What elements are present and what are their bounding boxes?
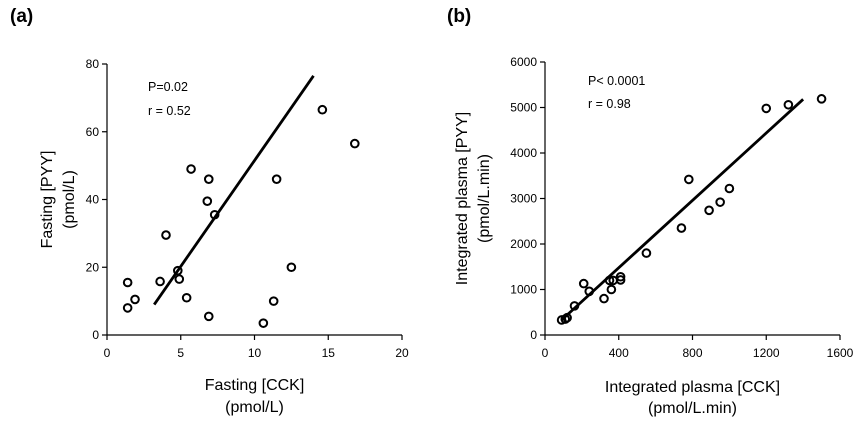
panel-b-data-point <box>599 293 609 304</box>
panel-a-data-point <box>186 164 196 174</box>
panel-b-data-point <box>724 183 735 194</box>
panel-a-y-tick-label: 0 <box>92 328 99 342</box>
panel-b-data-point <box>783 99 794 110</box>
panel-a-x-tick-label: 0 <box>104 346 111 360</box>
panel-b-data-point <box>816 94 827 104</box>
panel-b-y-tick-label: 5000 <box>510 101 537 115</box>
panel-a-label: (a) <box>10 6 33 27</box>
panel-a-data-point <box>122 277 133 288</box>
panel-a-data-point <box>174 274 185 284</box>
panel-a-data-point <box>161 230 171 240</box>
panel-b-annotation-r-value: r = 0.98 <box>588 97 631 111</box>
panel-a-data-point <box>181 292 192 303</box>
panel-b-annotation-p-value: P< 0.0001 <box>588 74 645 88</box>
panel-a-x-tick-label: 10 <box>248 346 262 360</box>
panel-b-label: (b) <box>447 6 471 27</box>
panel-a-data-point <box>258 318 269 328</box>
panel-a-data-point <box>203 311 214 322</box>
panel-b-regression-line <box>560 98 805 322</box>
panel-a-y-tick-label: 60 <box>86 125 100 139</box>
panel-a-x-axis-title: Fasting [CCK] <box>205 377 305 394</box>
panel-a-x-axis-unit: (pmol/L) <box>225 399 284 416</box>
panel-a-annotation-p-value: P=0.02 <box>148 80 188 94</box>
panel-a-data-point <box>122 303 133 313</box>
panel-b-x-axis-title: Integrated plasma [CCK] <box>605 379 780 396</box>
panel-a-x-tick-label: 5 <box>177 346 184 360</box>
panel-b-x-tick-label: 400 <box>609 346 629 360</box>
panel-b-y-tick-label: 1000 <box>510 283 537 297</box>
panel-a-x-tick-label: 20 <box>395 346 409 360</box>
panel-b-data-point <box>715 197 725 207</box>
panel-b-data-point <box>562 312 572 323</box>
panel-a-annotation-r-value: r = 0.52 <box>148 104 191 118</box>
panel-a-data-point <box>286 262 297 273</box>
panel-a-y-tick-label: 20 <box>86 260 100 274</box>
panel-b-data-point <box>615 275 626 285</box>
panel-b-y-tick-label: 4000 <box>510 146 537 160</box>
panel-b-x-tick-label: 1600 <box>827 346 854 360</box>
panel-b-data-point <box>761 103 772 114</box>
panel-b-data-point <box>604 275 615 286</box>
panel-b-data-point <box>578 278 589 289</box>
panel-b-data-point <box>684 174 694 185</box>
panel-a-data-point <box>268 296 279 306</box>
panel-b-data-point <box>641 248 652 258</box>
panel-a-data-point <box>209 209 220 220</box>
panel-a-data-point <box>317 104 328 115</box>
panel-b-y-axis-unit: (pmol/L.min) <box>476 154 493 243</box>
panel-b-y-tick-label: 6000 <box>510 55 537 69</box>
panel-b-y-tick-label: 3000 <box>510 192 537 206</box>
panel-b-data-point <box>704 205 714 216</box>
panel-a-data-point <box>130 294 140 305</box>
panel-a-y-tick-label: 40 <box>86 193 100 207</box>
panel-b-data-point <box>615 271 626 282</box>
panel-b-data-point <box>569 301 580 311</box>
panel-b-x-tick-label: 800 <box>682 346 702 360</box>
panel-a-y-tick-label: 80 <box>86 57 100 71</box>
panel-a-data-point <box>350 138 360 149</box>
panel-b-y-axis-title: Integrated plasma [PYY] <box>454 112 471 285</box>
panel-b-y-tick-label: 0 <box>530 328 537 342</box>
panel-a-y-axis-unit: (pmol/L) <box>61 170 78 229</box>
panel-a-data-point <box>173 265 183 276</box>
panel-b-y-tick-label: 2000 <box>510 237 537 251</box>
panel-b-x-tick-label: 0 <box>542 346 549 360</box>
panel-a-data-point <box>155 276 165 287</box>
panel-a-data-point <box>203 174 214 184</box>
panel-a-regression-line <box>153 75 315 306</box>
panel-a-data-point <box>271 174 282 184</box>
panel-b-data-point <box>606 284 617 295</box>
panel-a-y-axis-title: Fasting [PYY] <box>39 151 56 249</box>
panel-b-data-point <box>676 223 687 233</box>
panel-b-data-point <box>584 286 595 297</box>
panel-b-x-tick-label: 1200 <box>753 346 780 360</box>
panel-a-x-tick-label: 15 <box>322 346 336 360</box>
panel-a-data-point <box>202 196 213 206</box>
panel-b-x-axis-unit: (pmol/L.min) <box>648 400 737 417</box>
